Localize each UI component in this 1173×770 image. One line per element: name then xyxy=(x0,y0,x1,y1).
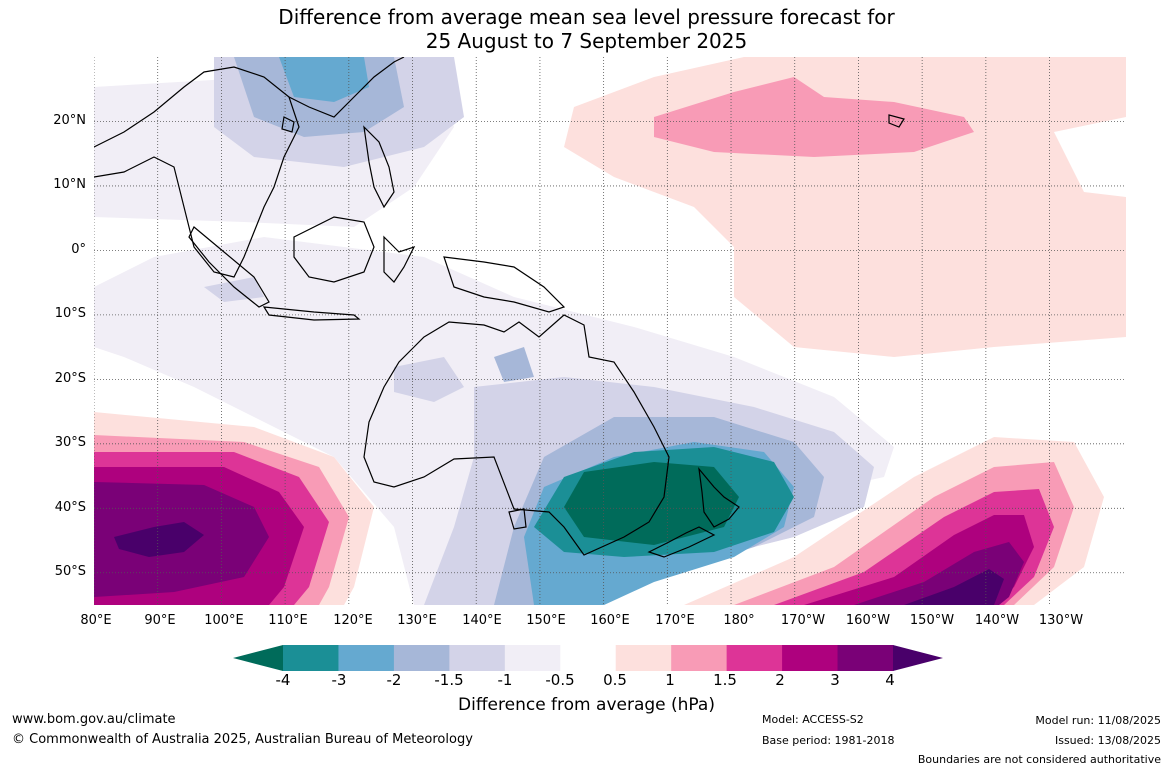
colorbar-tick: -4 xyxy=(275,671,291,689)
lon-label-160w: 160°W xyxy=(845,613,891,628)
chart-title: Difference from average mean sea level p… xyxy=(0,5,1173,53)
hawaii-islands xyxy=(888,114,905,128)
colorbar-segment xyxy=(782,645,839,671)
new-guinea-outline xyxy=(443,256,566,313)
lon-label-170w: 170°W xyxy=(780,613,826,628)
lon-label-140e: 140°E xyxy=(462,613,502,628)
colorbar-segment xyxy=(338,645,395,671)
new-zealand-south-island xyxy=(647,526,716,558)
title-line-2: 25 August to 7 September 2025 xyxy=(425,29,748,53)
australia-outline xyxy=(363,314,670,556)
lat-label-50s: 50°S xyxy=(54,564,86,579)
sumatra-outline xyxy=(188,226,270,308)
colorbar-tick: 1 xyxy=(665,671,675,689)
boundaries-disclaimer: Boundaries are not considered authoritat… xyxy=(917,753,1161,766)
colorbar-label: Difference from average (hPa) xyxy=(458,695,715,715)
lon-label-140w: 140°W xyxy=(974,613,1020,628)
indochina-coast xyxy=(288,57,405,118)
lat-label-10s: 10°S xyxy=(54,306,86,321)
website-link[interactable]: www.bom.gov.au/climate xyxy=(12,712,176,727)
borneo-outline xyxy=(293,216,375,283)
lon-label-100e: 100°E xyxy=(204,613,244,628)
lat-label-40s: 40°S xyxy=(54,500,86,515)
south-pacific-positive-anomaly xyxy=(684,437,1104,605)
lon-label-170e: 170°E xyxy=(655,613,695,628)
lon-label-130e: 130°E xyxy=(397,613,437,628)
model-name: Model: ACCESS-S2 xyxy=(762,713,864,726)
colorbar-tick: 0.5 xyxy=(603,671,627,689)
colorbar-segment xyxy=(283,645,339,671)
lon-label-120e: 120°E xyxy=(333,613,373,628)
colorbar-tick: -3 xyxy=(331,671,347,689)
pressure-anomaly-map xyxy=(94,57,1126,605)
colorbar-tick: -1 xyxy=(497,671,513,689)
colorbar-segment xyxy=(837,645,894,671)
lon-label-90e: 90°E xyxy=(144,613,176,628)
colorbar-tick: 4 xyxy=(885,671,895,689)
lon-label-80e: 80°E xyxy=(80,613,112,628)
coastlines xyxy=(94,57,905,558)
lat-label-0: 0° xyxy=(71,242,86,257)
colorbar-arrow-high xyxy=(893,645,943,671)
tasmania-outline xyxy=(508,508,527,530)
colorbar-tick: 3 xyxy=(830,671,840,689)
lat-label-30s: 30°S xyxy=(54,435,86,450)
asia-coast xyxy=(94,66,300,278)
tasman-sea-low-core xyxy=(564,462,739,545)
lon-label-130w: 130°W xyxy=(1038,613,1084,628)
lon-label-110e: 110°E xyxy=(268,613,308,628)
base-period: Base period: 1981-2018 xyxy=(762,734,895,747)
hainan-taiwan xyxy=(281,116,295,133)
lat-label-20n: 20°N xyxy=(53,113,86,128)
colorbar-segment xyxy=(393,645,450,671)
lon-label-160e: 160°E xyxy=(590,613,630,628)
colorbar-segment xyxy=(615,645,672,671)
sulawesi-outline xyxy=(383,235,416,283)
colorbar-segment xyxy=(449,645,506,671)
colorbar-tick: -0.5 xyxy=(545,671,575,689)
colorbar-segment xyxy=(671,645,728,671)
colorbar-tick: -2 xyxy=(386,671,402,689)
issued-date: Issued: 13/08/2025 xyxy=(1054,734,1161,747)
title-line-1: Difference from average mean sea level p… xyxy=(278,5,895,29)
colorbar-segment xyxy=(504,645,561,671)
lon-label-180: 180° xyxy=(723,613,755,628)
new-zealand-north-island xyxy=(698,467,740,528)
colorbar-tick: 1.5 xyxy=(713,671,737,689)
copyright-text: © Commonwealth of Australia 2025, Austra… xyxy=(12,732,473,747)
lon-label-150e: 150°E xyxy=(526,613,566,628)
colorbar-arrow-low xyxy=(233,645,283,671)
graticule xyxy=(94,57,1126,605)
model-run-date: Model run: 11/08/2025 xyxy=(1035,714,1161,727)
lon-label-150w: 150°W xyxy=(909,613,955,628)
colorbar-segment xyxy=(726,645,783,671)
java-outline xyxy=(262,306,361,321)
colorbar-tick: 2 xyxy=(775,671,785,689)
colorbar-tick: -1.5 xyxy=(434,671,464,689)
colorbar xyxy=(233,645,943,671)
philippines-outline xyxy=(363,125,395,209)
colorbar-segment xyxy=(560,645,617,671)
lat-label-20s: 20°S xyxy=(54,371,86,386)
lat-label-10n: 10°N xyxy=(53,177,86,192)
